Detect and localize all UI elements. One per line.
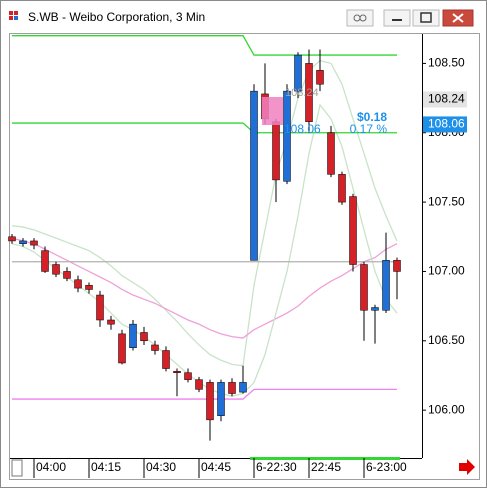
- x-tick-label: 04:45: [201, 460, 231, 474]
- chart-frame: [9, 33, 480, 480]
- candle-body: [239, 382, 247, 393]
- y-tick-label: 106.50: [428, 333, 465, 347]
- candle-body: [338, 174, 346, 203]
- candle-body: [173, 371, 181, 373]
- candle-body: [151, 344, 159, 351]
- candle-body: [52, 264, 60, 275]
- session-marker: [250, 457, 400, 460]
- overlay-line: [11, 237, 398, 339]
- overlay-line: [12, 35, 397, 56]
- scroll-right-arrow[interactable]: [459, 459, 475, 475]
- price-marker-label: 108.06: [428, 117, 465, 131]
- y-tick-label: 107.00: [428, 264, 465, 278]
- candle-body: [19, 240, 27, 244]
- candle-body: [162, 350, 170, 369]
- candle-body: [118, 333, 126, 364]
- candle-body: [206, 382, 214, 421]
- maximize-button[interactable]: [412, 9, 440, 27]
- candle-body: [140, 332, 148, 342]
- candle-body: [371, 307, 379, 311]
- candle-body: [393, 260, 401, 272]
- x-tick-label: 04:15: [91, 460, 121, 474]
- candle-body: [294, 54, 302, 92]
- candle-body: [228, 382, 236, 394]
- candle-body: [74, 279, 82, 289]
- close-button[interactable]: [442, 9, 474, 27]
- candle-body: [316, 70, 324, 85]
- selection-box: [262, 97, 283, 125]
- price-marker-label: 108.24: [428, 92, 465, 106]
- overlay-line: [11, 59, 398, 367]
- price-marker-box: [423, 116, 467, 133]
- y-tick-label: 107.50: [428, 194, 465, 208]
- candle-body: [283, 90, 291, 182]
- change-annotation: $0.18: [357, 110, 387, 124]
- candle-body: [96, 294, 104, 321]
- minimize-button[interactable]: [383, 9, 411, 27]
- link-button[interactable]: [346, 9, 374, 27]
- x-tick-label: 6-23:00: [366, 460, 407, 474]
- candle-body: [272, 121, 280, 181]
- candle-body: [85, 285, 93, 290]
- candle-body: [8, 236, 16, 242]
- candle-body: [41, 250, 49, 272]
- candle-body: [30, 240, 38, 246]
- scroll-box[interactable]: [11, 459, 23, 477]
- ref-price-annotation: 108.24: [285, 87, 319, 99]
- y-tick-label: 106.00: [428, 402, 465, 416]
- candle-body: [382, 260, 390, 311]
- x-tick-label: 6-22:30: [256, 460, 297, 474]
- overlay-line: [12, 388, 397, 400]
- candle-body: [184, 372, 192, 380]
- y-tick-label: 108.50: [428, 56, 465, 70]
- app-icon: [9, 11, 18, 20]
- percent-annotation: 0.17 %: [350, 122, 388, 136]
- window-title: S.WB - Weibo Corporation, 3 Min: [28, 10, 205, 24]
- x-tick-label: 04:00: [36, 460, 66, 474]
- candle-body: [360, 264, 368, 311]
- candle-body: [327, 132, 335, 175]
- candle-body: [195, 379, 203, 390]
- candle-body: [129, 323, 137, 348]
- candle-body: [107, 319, 115, 325]
- candle-body: [250, 90, 258, 261]
- candle-body: [305, 63, 313, 122]
- candle-body: [349, 196, 357, 265]
- x-tick-label: 22:45: [311, 460, 341, 474]
- x-tick-label: 04:30: [146, 460, 176, 474]
- price-marker-box: [423, 91, 467, 108]
- candle-body: [217, 382, 225, 416]
- price-annotation: 108.06: [284, 122, 321, 136]
- candle-body: [63, 271, 71, 279]
